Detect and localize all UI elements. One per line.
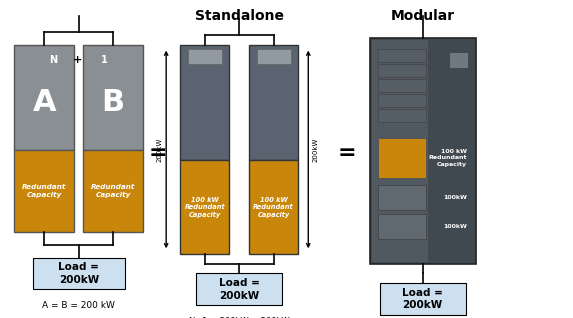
Text: Standalone: Standalone: [195, 9, 284, 23]
Bar: [188, 49, 222, 64]
Bar: [249, 160, 298, 254]
Text: Load =
200kW: Load = 200kW: [219, 278, 260, 301]
Text: 100 kW
Redundant
Capacity: 100 kW Redundant Capacity: [185, 197, 225, 218]
Bar: [83, 149, 143, 232]
Bar: [257, 49, 291, 64]
Text: 100 kW
Redundant
Capacity: 100 kW Redundant Capacity: [429, 149, 467, 167]
Text: Modular: Modular: [391, 9, 454, 23]
Bar: [378, 94, 426, 107]
Text: N+1 = 200kW + 200kW: N+1 = 200kW + 200kW: [189, 317, 289, 318]
Bar: [378, 109, 426, 122]
Text: 100kW: 100kW: [444, 195, 467, 200]
Bar: [180, 160, 229, 254]
Text: Load =
200kW: Load = 200kW: [402, 288, 443, 310]
Bar: [83, 45, 143, 149]
Text: =: =: [337, 143, 356, 162]
Text: 100 kW
Redundant
Capacity: 100 kW Redundant Capacity: [253, 197, 294, 218]
Text: Load =
200kW: Load = 200kW: [58, 262, 99, 285]
Bar: [249, 45, 298, 160]
Bar: [372, 40, 427, 262]
Text: Redundant
Capacity: Redundant Capacity: [22, 184, 66, 198]
Bar: [378, 137, 426, 178]
Bar: [378, 214, 426, 239]
Text: +: +: [73, 55, 82, 65]
Text: B: B: [101, 88, 125, 117]
Bar: [378, 80, 426, 92]
Text: A: A: [33, 88, 56, 117]
Bar: [196, 273, 282, 305]
Text: 100kW: 100kW: [444, 224, 467, 229]
Text: Redundant
Capacity: Redundant Capacity: [91, 184, 135, 198]
Bar: [378, 185, 426, 210]
Bar: [14, 45, 74, 149]
Bar: [180, 45, 229, 160]
Bar: [380, 283, 466, 315]
Text: =: =: [148, 143, 167, 162]
Bar: [378, 49, 426, 62]
Text: A = B = 200 kW: A = B = 200 kW: [42, 301, 115, 310]
Text: N: N: [49, 55, 57, 65]
Bar: [33, 258, 124, 289]
Text: 200kW: 200kW: [312, 137, 318, 162]
Text: 200kW: 200kW: [156, 137, 162, 162]
Bar: [14, 149, 74, 232]
Text: 1: 1: [101, 55, 108, 65]
Bar: [378, 64, 426, 77]
Bar: [449, 52, 468, 67]
Bar: [370, 38, 476, 264]
